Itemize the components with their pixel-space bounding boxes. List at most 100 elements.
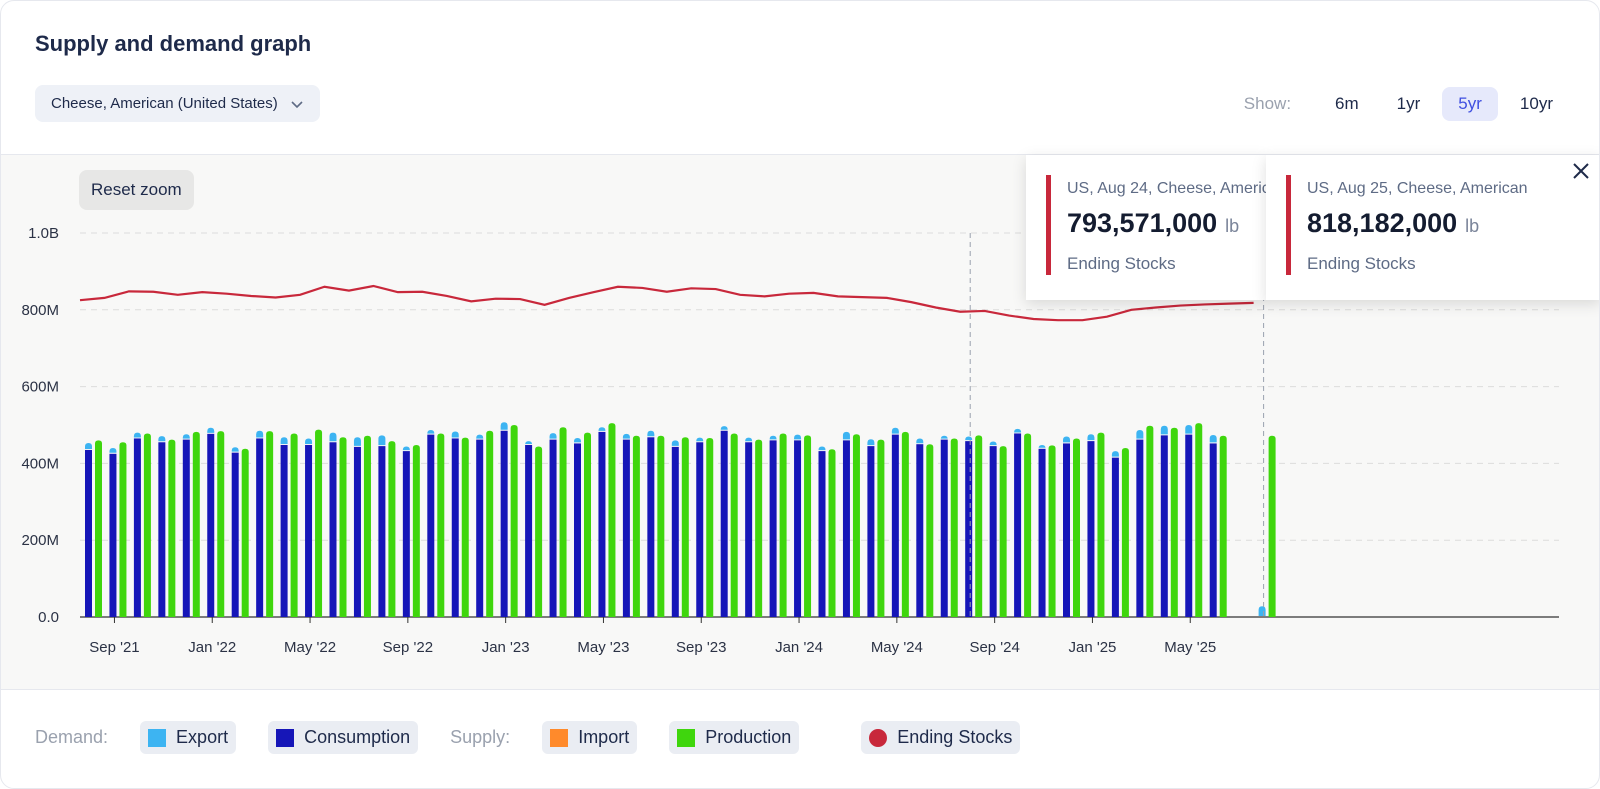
legend-item-import[interactable]: Import (542, 721, 638, 754)
export-swatch-icon (148, 728, 167, 747)
export-bar (549, 433, 557, 439)
range-1yr-button[interactable]: 1yr (1396, 94, 1421, 113)
export-bar (574, 438, 581, 443)
legend-demand-label: Demand: (35, 727, 109, 747)
production-bar (168, 439, 176, 617)
consumption-bar (525, 444, 533, 617)
production-bar (926, 444, 934, 617)
consumption-bar (622, 439, 630, 617)
x-tick-label: Jan '23 (482, 639, 530, 656)
legend-supply-label: Supply: (450, 727, 511, 747)
tooltip-series-label: Ending Stocks (1067, 254, 1176, 273)
legend-item-ending-stocks[interactable]: Ending Stocks (861, 721, 1021, 754)
export-bar (402, 446, 410, 451)
export-bar (182, 434, 190, 439)
tooltip-color-bar (1286, 175, 1291, 275)
consumption-bar (574, 443, 581, 617)
ending-stocks-line (79, 284, 1254, 322)
consumption-bar (769, 440, 777, 617)
production-bar (608, 423, 616, 617)
production-bar (535, 446, 543, 617)
export-bar (427, 429, 435, 434)
consumption-bar (109, 453, 117, 617)
legend-item-production[interactable]: Production (669, 721, 800, 754)
x-tick-label: Sep '23 (676, 639, 726, 656)
y-tick-label: 1.0B (28, 225, 59, 242)
range-5yr-button[interactable]: 5yr (1442, 87, 1498, 121)
production-bar (1121, 448, 1129, 617)
legend-item-consumption[interactable]: Consumption (268, 721, 419, 754)
x-tick-label: Sep '22 (383, 639, 433, 656)
supply-demand-chart[interactable]: 0.0 200M 400M 600M 800M 1.0B Sep '21 Jan '22 May… (1, 155, 1600, 691)
export-bar (965, 436, 973, 441)
consumption-bar (329, 442, 337, 617)
tooltip-unit: lb (1465, 216, 1480, 236)
legend-item-export[interactable]: Export (140, 721, 237, 754)
legend-item-label: Import (578, 727, 630, 747)
export-bar (671, 440, 679, 446)
export-bar (1160, 425, 1168, 435)
x-tick-label: May '23 (577, 639, 629, 656)
range-selector: Show: 6m 1yr 5yr 10yr (1244, 87, 1569, 121)
consumption-bar (842, 440, 850, 617)
production-bar (1073, 438, 1080, 617)
x-tick-label: Sep '24 (969, 639, 1019, 656)
range-6m-button[interactable]: 6m (1335, 94, 1359, 113)
export-bar (85, 443, 92, 449)
export-bar (1038, 444, 1046, 449)
consumption-bar (1014, 433, 1022, 617)
y-tick-label: 600M (21, 379, 59, 396)
production-bar (217, 431, 225, 617)
close-icon[interactable] (1569, 159, 1593, 183)
production-bar (1146, 425, 1154, 617)
production-bar (510, 425, 518, 617)
import-swatch-icon (550, 728, 569, 747)
range-label: Show: (1243, 94, 1292, 113)
production-bar (975, 435, 983, 617)
production-bar (1024, 433, 1032, 617)
production-bar (412, 444, 420, 617)
export-bar (1136, 429, 1144, 439)
consumption-bar (353, 446, 361, 617)
export-bar (720, 426, 728, 430)
consumption-bar (133, 438, 141, 617)
production-bar (95, 440, 102, 617)
consumption-bar (1087, 441, 1095, 617)
export-bar (476, 434, 484, 439)
export-bar (1063, 436, 1070, 443)
x-tick-label: Sep '21 (89, 639, 139, 656)
export-bar (745, 437, 753, 442)
production-bar (241, 448, 249, 617)
tooltip-unit: lb (1225, 216, 1240, 236)
export-bar (769, 435, 777, 440)
production-bar (950, 438, 958, 617)
consumption-bar (427, 434, 435, 617)
reset-zoom-button[interactable]: Reset zoom (79, 170, 194, 210)
export-bar (622, 433, 630, 439)
production-bar (779, 433, 787, 617)
export-bar (647, 430, 655, 437)
consumption-bar (1063, 443, 1070, 617)
tooltip-value-number: 818,182,000 (1307, 208, 1458, 238)
export-bar (378, 435, 386, 446)
tooltip-aug-25: US, Aug 25, Cheese, American 818,182,000… (1266, 155, 1599, 300)
export-bar (109, 448, 117, 453)
production-bar (437, 433, 445, 617)
export-bar (500, 422, 508, 430)
production-bar (192, 431, 200, 617)
consumption-bar (305, 444, 313, 617)
commodity-dropdown[interactable]: Cheese, American (United States) (35, 85, 320, 122)
production-bar (1097, 432, 1105, 617)
consumption-bar (794, 440, 802, 617)
production-bar (901, 431, 909, 617)
export-bar (305, 438, 313, 444)
plot-area[interactable]: 0.0 200M 400M 600M 800M 1.0B Sep '21 Jan '22 May… (1, 154, 1600, 691)
range-10yr-button[interactable]: 10yr (1519, 94, 1553, 113)
export-bar (940, 435, 948, 440)
production-bar (1170, 427, 1178, 617)
consumption-bar (207, 433, 215, 617)
export-bar (525, 441, 533, 445)
legend-item-label: Ending Stocks (897, 727, 1013, 747)
export-bar (207, 427, 215, 433)
